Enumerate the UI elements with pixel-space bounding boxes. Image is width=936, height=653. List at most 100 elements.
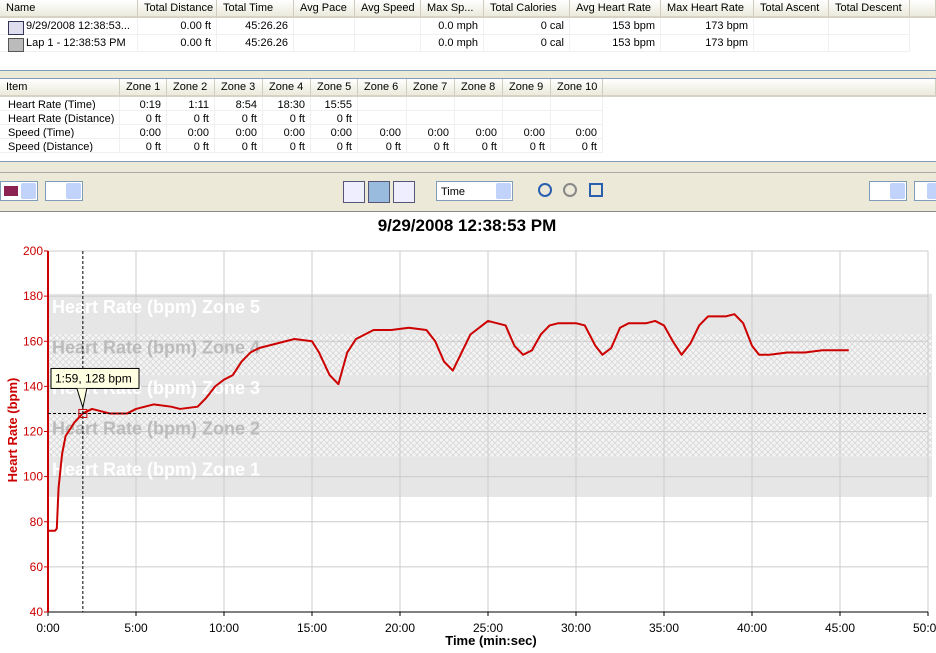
column-header: Avg Pace (294, 0, 355, 18)
x-tick-label: 25:00 (473, 621, 503, 635)
column-header: Zone 2 (167, 79, 215, 97)
zoom-fit[interactable] (589, 183, 603, 197)
table-cell (754, 35, 829, 52)
crosshair-button[interactable] (343, 181, 365, 203)
table-cell: 1:11 (167, 97, 215, 111)
smooth-button[interactable] (393, 181, 415, 203)
table-cell: 0 ft (358, 139, 407, 153)
table-cell (829, 18, 910, 35)
tooltip-pointer (76, 388, 88, 410)
zoom-in[interactable] (538, 183, 552, 197)
column-header: Name (0, 0, 138, 18)
table-cell: 0:00 (358, 125, 407, 139)
column-header: Total Distance (138, 0, 217, 18)
table-cell: Speed (Time) (0, 125, 120, 139)
table-cell: 0 ft (551, 139, 603, 153)
right-field[interactable] (914, 181, 936, 201)
table-cell: 0:00 (167, 125, 215, 139)
zone-label: Heart Rate (bpm) Zone 4 (52, 337, 260, 357)
table-cell: 0.0 mph (421, 35, 484, 52)
y-tick-label: 140 (23, 379, 43, 393)
column-header: Item (0, 79, 120, 97)
zoom-out[interactable] (563, 183, 577, 197)
toolbar: Time (0, 172, 936, 213)
table-cell: 0.00 ft (138, 35, 217, 52)
zone-table: Item Zone 1 Zone 2 Zone 3 Zone 4 Zone 5 Zone 6… (0, 78, 936, 162)
table-cell: 0:00 (263, 125, 311, 139)
table-cell: Heart Rate (Distance) (0, 111, 120, 125)
x-tick-label: 15:00 (297, 621, 327, 635)
column-header: Zone 7 (407, 79, 455, 97)
x-axis-select: Time (441, 186, 466, 198)
table-cell: 0 ft (455, 139, 503, 153)
x-tick-label: 35:00 (649, 621, 679, 635)
table-cell: Heart Rate (Time) (0, 97, 120, 111)
y-tick-label: 200 (23, 244, 43, 258)
table-cell (551, 111, 603, 125)
column-header: Zone 8 (455, 79, 503, 97)
series-dropdown[interactable] (45, 181, 83, 201)
table-cell: 153 bpm (570, 35, 661, 52)
table-cell: 0:00 (311, 125, 358, 139)
crosshair-marker (78, 408, 88, 418)
table-cell (294, 35, 355, 52)
column-header: Zone 9 (503, 79, 551, 97)
x-tick-label: 10:00 (209, 621, 239, 635)
column-header: Max Heart Rate (661, 0, 754, 18)
table-cell: 18:30 (263, 97, 311, 111)
x-axis-dropdown[interactable]: Time (436, 181, 513, 201)
zone-band (48, 293, 932, 335)
x-tick-label: 45:00 (825, 621, 855, 635)
table-cell: 0 ft (503, 139, 551, 153)
table-cell: 0 ft (311, 111, 358, 125)
chart: 9/29/2008 12:38:53 PM Time (min:sec) Hea… (0, 212, 936, 653)
y-tick-label: 80 (30, 515, 44, 529)
x-tick-label: 5:00 (124, 621, 148, 635)
table-cell (455, 111, 503, 125)
x-tick-label: 50:00 (913, 621, 936, 635)
y-tick-label: 100 (23, 470, 43, 484)
table-cell: 0 ft (120, 111, 167, 125)
table-cell: 0 cal (484, 35, 570, 52)
zone-label: Heart Rate (bpm) Zone 2 (52, 419, 260, 439)
table-cell: 0 ft (311, 139, 358, 153)
y-tick-label: 180 (23, 289, 43, 303)
table-cell: 8:54 (215, 97, 263, 111)
table-cell: 173 bpm (661, 35, 754, 52)
activity-icon (8, 21, 24, 35)
table-cell: 0:00 (455, 125, 503, 139)
x-tick-label: 20:00 (385, 621, 415, 635)
table-cell: Speed (Distance) (0, 139, 120, 153)
table-cell: 0:00 (120, 125, 167, 139)
column-header: Zone 10 (551, 79, 603, 97)
column-header: Avg Speed (355, 0, 421, 18)
y-tick-label: 120 (23, 425, 43, 439)
table-cell: 0 ft (215, 139, 263, 153)
color-dropdown[interactable] (0, 181, 38, 201)
tooltip-box (50, 367, 140, 389)
table-cell: 0:00 (551, 125, 603, 139)
zones-button[interactable] (368, 181, 390, 203)
table-cell (829, 35, 910, 52)
summary-table: Name Total Distance Total Time Avg Pace Avg … (0, 0, 936, 71)
table-cell: 0 ft (167, 139, 215, 153)
table-cell: 0 ft (215, 111, 263, 125)
column-header (603, 79, 936, 97)
table-cell: 0.00 ft (138, 18, 217, 35)
table-cell: Lap 1 - 12:38:53 PM (0, 35, 138, 52)
table-cell: 45:26.26 (217, 18, 294, 35)
column-header: Total Descent (829, 0, 910, 18)
x-axis-label: Time (min:sec) (445, 633, 537, 648)
right-dropdown[interactable] (869, 181, 907, 201)
column-header: Avg Heart Rate (570, 0, 661, 18)
table-cell (358, 97, 407, 111)
table-cell (358, 111, 407, 125)
x-tick-label: 30:00 (561, 621, 591, 635)
column-header (910, 0, 936, 18)
heart-rate-line (48, 313, 849, 532)
table-cell: 0:19 (120, 97, 167, 111)
zone-band (48, 375, 932, 416)
x-tick-label: 0:00 (36, 621, 60, 635)
zone-label: Heart Rate (bpm) Zone 1 (52, 459, 260, 479)
